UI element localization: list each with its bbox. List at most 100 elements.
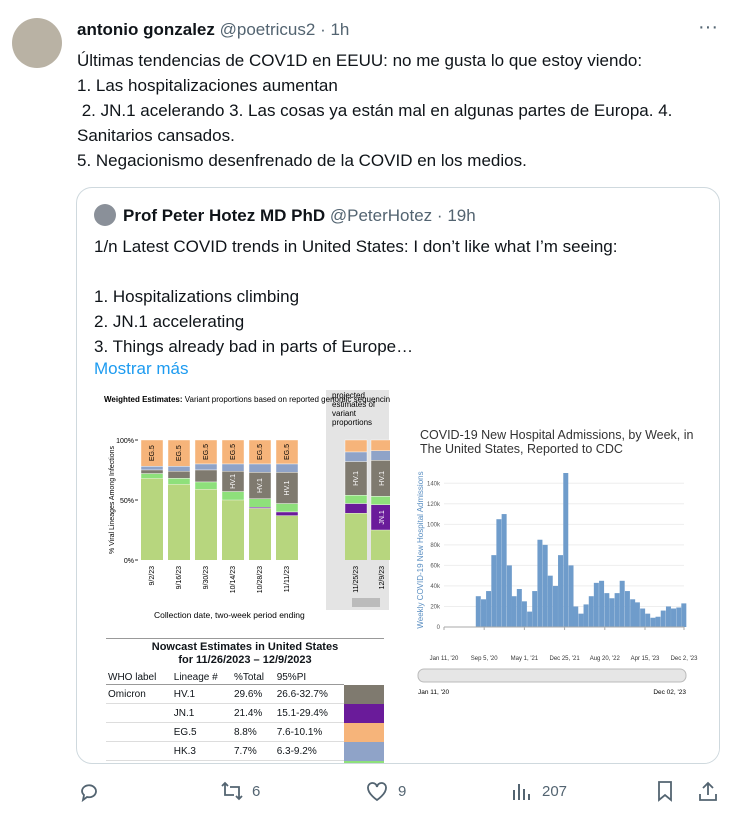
scroll-marker	[352, 598, 380, 607]
author-name[interactable]: antonio gonzalez	[77, 20, 215, 39]
tweet-line: 5. Negacionismo desenfrenado de la COVID…	[77, 151, 527, 170]
quote-line: 1/n Latest COVID trends in United States…	[94, 237, 618, 256]
timestamp[interactable]: 1h	[330, 20, 350, 39]
bar-segment	[370, 439, 390, 452]
bar-segment	[370, 450, 390, 461]
like-button[interactable]	[365, 780, 389, 802]
bar-segment	[370, 496, 390, 506]
color-swatch	[344, 741, 384, 761]
bar-segment	[167, 466, 191, 472]
bar	[634, 602, 640, 627]
bar	[665, 606, 671, 627]
table-cell: 15.1-29.4%	[274, 703, 344, 723]
y-axis-label: Weekly COVID-19 New Hospital Admissions	[416, 471, 425, 628]
x-tick-label: 9/2/23	[149, 566, 156, 586]
quote-line: 1. Hospitalizations climbing	[94, 287, 300, 306]
x-tick-label: Dec 25, '21	[550, 656, 581, 662]
bar-segment	[344, 451, 368, 462]
bar-segment	[248, 498, 272, 508]
bar-label: EG.5	[203, 444, 210, 460]
tweet-line: 2. JN.1 acelerando 3. Las cosas ya están…	[77, 101, 673, 120]
bar	[501, 514, 507, 627]
table-cell: 6.3-9.2%	[274, 741, 344, 761]
bar	[599, 580, 605, 627]
bookmark-button[interactable]	[655, 780, 675, 802]
y-tick-label: 120k	[427, 502, 441, 508]
bar	[521, 601, 527, 627]
nowcast-table: Nowcast Estimates in United States for 11…	[106, 638, 384, 763]
bar	[655, 616, 661, 627]
bar	[481, 599, 487, 627]
author-handle[interactable]: @poetricus2	[219, 20, 316, 39]
bar-segment	[167, 478, 191, 485]
bar-label: HV.1	[230, 474, 237, 489]
show-more[interactable]: Mostrar más	[94, 359, 189, 378]
hospital-chart: Weekly COVID-19 New Hospital Admissions 0…	[416, 471, 698, 696]
table-cell	[106, 741, 172, 761]
bar-label: HV.1	[257, 478, 264, 493]
quote-header: Prof Peter Hotez MD PhD @PeterHotez · 19…	[123, 206, 476, 225]
table-cell: 21.4%	[231, 703, 275, 723]
x-tick-label: Dec 2, '23	[671, 656, 698, 662]
bar	[650, 617, 656, 627]
bar	[547, 575, 553, 627]
table-cell: 26.6-32.7%	[274, 684, 344, 704]
bar-label: HV.1	[284, 480, 291, 495]
avatar[interactable]	[12, 18, 62, 68]
header-cell: Lineage #	[171, 671, 232, 685]
bar	[593, 582, 599, 627]
y-tick-label: 140k	[427, 481, 441, 487]
table-cell: 7.7%	[231, 741, 275, 761]
range-label: Jan 11, '20	[418, 689, 450, 696]
bar	[630, 599, 636, 627]
bar	[681, 603, 687, 627]
bar	[604, 593, 610, 627]
table-cell	[106, 760, 172, 763]
table-cell: Omicron	[106, 684, 172, 704]
bar-segment	[275, 503, 299, 513]
bar-segment	[275, 463, 299, 473]
bar-label: EG.5	[230, 444, 237, 460]
range-label: Dec 02, '23	[653, 689, 686, 696]
quote-card[interactable]: Prof Peter Hotez MD PhD @PeterHotez · 19…	[76, 187, 720, 764]
bar-label: EG.5	[284, 444, 291, 460]
bar	[660, 610, 666, 627]
bar-segment	[344, 503, 368, 514]
table-cell: 8.8%	[231, 722, 275, 742]
quote-name: Prof Peter Hotez MD PhD	[123, 206, 326, 225]
x-tick-label: Aug 20, '22	[590, 656, 621, 662]
projection-label: projected estimates of variant proportions	[332, 391, 376, 427]
x-tick-label: 11/25/23	[353, 566, 360, 593]
bar	[506, 565, 512, 627]
quote-line: 3. Things already bad in parts of Europe…	[94, 337, 414, 356]
x-axis-label: Collection date, two-week period ending	[154, 610, 305, 620]
bar	[532, 591, 538, 627]
retweet-count: 6	[252, 783, 261, 800]
share-button[interactable]	[697, 780, 719, 802]
y-tick-label: 0	[437, 625, 441, 631]
header-cell: %Total	[231, 671, 275, 685]
table-cell: JN.1	[171, 703, 232, 723]
like-count: 9	[398, 783, 407, 800]
bar	[496, 519, 502, 627]
table-cell: 7.6-10.1%	[274, 722, 344, 742]
y-tick-label: 80k	[430, 543, 441, 549]
retweet-button[interactable]	[220, 780, 244, 802]
hosp-title: COVID-19 New Hospital Admissions, by Wee…	[420, 428, 694, 456]
bar-segment	[370, 504, 390, 531]
bar-label: HV.1	[379, 471, 386, 486]
quote-time: 19h	[447, 206, 476, 225]
x-tick-label: 10/14/23	[230, 566, 237, 593]
bar-segment	[221, 491, 245, 501]
bar-segment	[194, 463, 218, 471]
bar	[563, 473, 569, 627]
bar	[558, 555, 564, 627]
more-menu[interactable]: ···	[698, 16, 718, 38]
table-cell: EG.5	[171, 722, 232, 742]
reply-button[interactable]	[78, 780, 100, 802]
bar-segment	[248, 506, 272, 509]
views-icon[interactable]	[510, 780, 532, 802]
table-row: EG.5 8.8% 7.6-10.1%	[106, 722, 384, 742]
bar-segment	[194, 481, 218, 490]
